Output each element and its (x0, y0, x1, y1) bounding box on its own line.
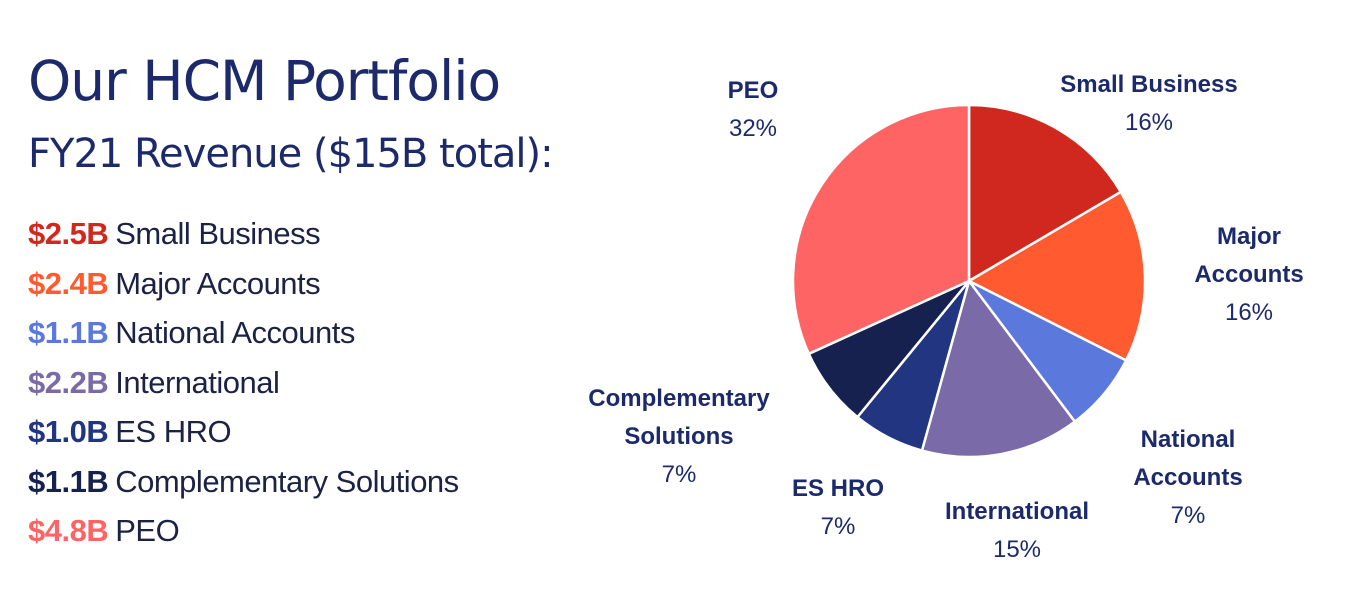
legend-label: Major Accounts (115, 265, 321, 301)
slice-percent: 16% (1125, 109, 1173, 136)
slice-name: Accounts (1133, 464, 1242, 491)
legend-label: Small Business (115, 216, 321, 251)
slice-label: PEO 32% (728, 77, 779, 142)
slice-label: ES HRO 7% (792, 475, 884, 540)
slice-label: Major Accounts 16% (1194, 223, 1303, 326)
slice-label: Small Business 16% (1060, 71, 1237, 136)
pie-slices (791, 103, 1147, 459)
legend-item-es-hro: $1.0B ES HRO (28, 410, 459, 460)
legend-item-international: $2.2B International (28, 361, 459, 411)
pie-slice-small-business (967, 103, 1123, 283)
slice-name: National (1141, 426, 1236, 453)
legend-label: PEO (115, 513, 180, 548)
slice-label: International 15% (945, 498, 1089, 563)
slice-name: PEO (728, 77, 779, 104)
slice-label: National Accounts 7% (1133, 426, 1242, 529)
slice-percent: 7% (1171, 502, 1206, 529)
legend-label: Complementary Solutions (115, 463, 459, 499)
slice-name: Solutions (624, 423, 733, 450)
slice-percent: 7% (662, 461, 697, 488)
pie-slice-peo (791, 103, 971, 356)
page-subtitle: FY21 Revenue ($15B total): (28, 131, 554, 177)
slice-name: Accounts (1194, 261, 1303, 288)
page-title: Our HCM Portfolio (28, 49, 501, 113)
legend-item-peo: $4.8B PEO (28, 509, 459, 559)
slice-percent: 32% (729, 115, 777, 142)
slice-name: Small Business (1060, 71, 1237, 98)
slice-name: International (945, 498, 1089, 525)
legend-amount: $1.1B (28, 463, 109, 499)
legend-amount: $2.2B (28, 364, 109, 400)
pie-slice-international (920, 279, 1077, 459)
legend-item-major-accounts: $2.4B Major Accounts (28, 262, 459, 312)
legend-item-small-business: $2.5B Small Business (28, 212, 459, 262)
slice-name: ES HRO (792, 475, 884, 502)
slice-name: Major (1217, 223, 1281, 250)
legend-amount: $4.8B (28, 513, 109, 548)
legend-item-complementary-solutions: $1.1B Complementary Solutions (28, 460, 459, 510)
legend-label: National Accounts (115, 315, 355, 350)
legend-label: International (115, 364, 280, 400)
legend-label: ES HRO (115, 414, 232, 449)
slice-label: Complementary Solutions 7% (588, 385, 770, 488)
revenue-legend: $2.5B Small Business $2.4B Major Accounts … (28, 212, 459, 559)
legend-amount: $1.0B (28, 414, 109, 449)
legend-item-national-accounts: $1.1B National Accounts (28, 311, 459, 361)
slice-name: Complementary (588, 385, 770, 412)
slice-percent: 7% (821, 513, 856, 540)
legend-amount: $1.1B (28, 315, 109, 350)
legend-amount: $2.5B (28, 216, 109, 251)
legend-amount: $2.4B (28, 265, 109, 301)
pie-slice-major-accounts (967, 190, 1147, 362)
slice-percent: 15% (993, 536, 1041, 563)
slice-percent: 16% (1225, 299, 1273, 326)
